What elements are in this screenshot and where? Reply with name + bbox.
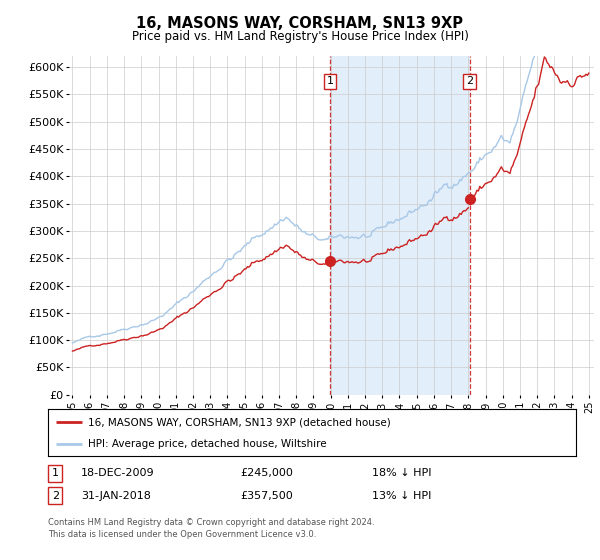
Bar: [330, 56, 470, 395]
Text: HPI: Average price, detached house, Wiltshire: HPI: Average price, detached house, Wilt…: [88, 439, 326, 449]
Text: 2: 2: [52, 491, 59, 501]
Text: 16, MASONS WAY, CORSHAM, SN13 9XP: 16, MASONS WAY, CORSHAM, SN13 9XP: [137, 16, 464, 31]
Text: 2: 2: [466, 76, 473, 86]
Text: £357,500: £357,500: [240, 491, 293, 501]
Text: 13% ↓ HPI: 13% ↓ HPI: [372, 491, 431, 501]
Text: 1: 1: [326, 76, 334, 86]
Text: 18% ↓ HPI: 18% ↓ HPI: [372, 468, 431, 478]
Text: 31-JAN-2018: 31-JAN-2018: [81, 491, 151, 501]
Text: 1: 1: [52, 468, 59, 478]
Text: Contains HM Land Registry data © Crown copyright and database right 2024.
This d: Contains HM Land Registry data © Crown c…: [48, 518, 374, 539]
Text: Price paid vs. HM Land Registry's House Price Index (HPI): Price paid vs. HM Land Registry's House …: [131, 30, 469, 43]
Text: 16, MASONS WAY, CORSHAM, SN13 9XP (detached house): 16, MASONS WAY, CORSHAM, SN13 9XP (detac…: [88, 417, 391, 427]
Text: 18-DEC-2009: 18-DEC-2009: [81, 468, 155, 478]
Text: £245,000: £245,000: [240, 468, 293, 478]
